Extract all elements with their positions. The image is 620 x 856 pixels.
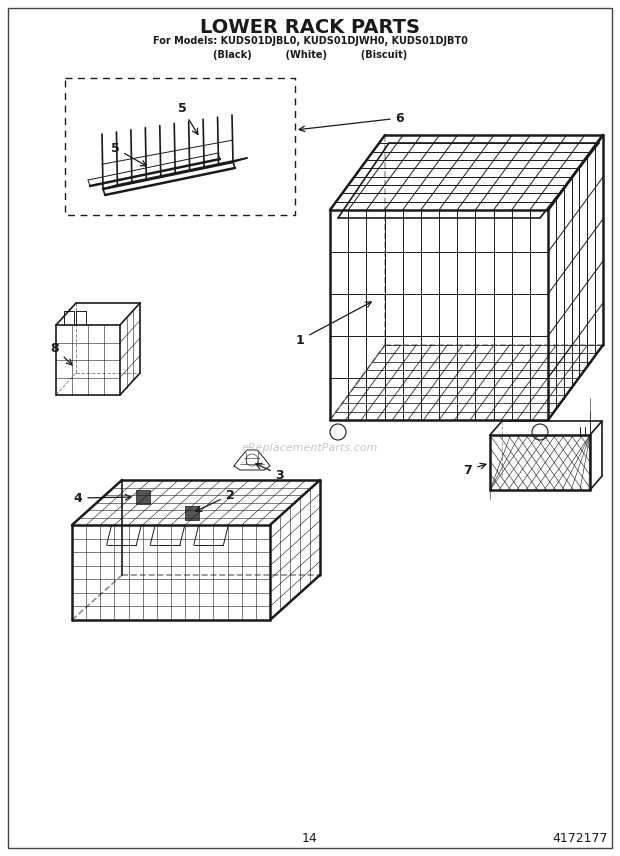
- Text: (Black)          (White)          (Biscuit): (Black) (White) (Biscuit): [213, 50, 407, 60]
- Text: For Models: KUDS01DJBL0, KUDS01DJWH0, KUDS01DJBT0: For Models: KUDS01DJBL0, KUDS01DJWH0, KU…: [153, 36, 467, 46]
- Text: 8: 8: [51, 342, 72, 365]
- Text: 4: 4: [74, 491, 131, 504]
- Bar: [136, 490, 150, 504]
- Text: 1: 1: [296, 302, 371, 347]
- Text: 7: 7: [464, 463, 486, 477]
- Text: 14: 14: [302, 831, 318, 845]
- Text: 4172177: 4172177: [552, 831, 608, 845]
- Bar: [185, 506, 199, 520]
- Text: 2: 2: [196, 489, 234, 511]
- Text: 3: 3: [256, 464, 285, 482]
- Text: LOWER RACK PARTS: LOWER RACK PARTS: [200, 18, 420, 37]
- Text: 6: 6: [299, 111, 404, 132]
- Text: eReplacementParts.com: eReplacementParts.com: [242, 443, 378, 453]
- Text: 5: 5: [110, 141, 146, 166]
- Text: 5: 5: [177, 102, 198, 134]
